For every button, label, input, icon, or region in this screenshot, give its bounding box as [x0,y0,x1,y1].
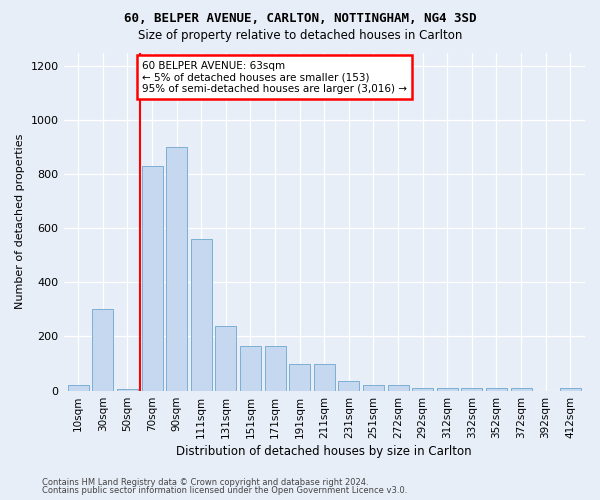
Bar [486,388,507,390]
Text: 60 BELPER AVENUE: 63sqm
← 5% of detached houses are smaller (153)
95% of semi-de: 60 BELPER AVENUE: 63sqm ← 5% of detached… [142,60,407,94]
Bar [240,346,261,391]
Bar [437,388,458,390]
Text: 60, BELPER AVENUE, CARLTON, NOTTINGHAM, NG4 3SD: 60, BELPER AVENUE, CARLTON, NOTTINGHAM, … [124,12,476,26]
Bar [117,389,138,390]
Bar [461,388,482,390]
Bar [363,384,384,390]
Bar [142,166,163,390]
Bar [68,385,89,390]
Text: Contains HM Land Registry data © Crown copyright and database right 2024.: Contains HM Land Registry data © Crown c… [42,478,368,487]
Bar [191,239,212,390]
Y-axis label: Number of detached properties: Number of detached properties [15,134,25,309]
Bar [265,346,286,391]
Bar [412,388,433,390]
Text: Contains public sector information licensed under the Open Government Licence v3: Contains public sector information licen… [42,486,407,495]
Bar [388,384,409,390]
Bar [215,326,236,390]
Bar [511,388,532,390]
X-axis label: Distribution of detached houses by size in Carlton: Distribution of detached houses by size … [176,444,472,458]
Bar [338,381,359,390]
Bar [92,310,113,390]
Bar [289,364,310,390]
Bar [314,364,335,390]
Bar [166,147,187,390]
Text: Size of property relative to detached houses in Carlton: Size of property relative to detached ho… [138,29,462,42]
Bar [560,388,581,390]
